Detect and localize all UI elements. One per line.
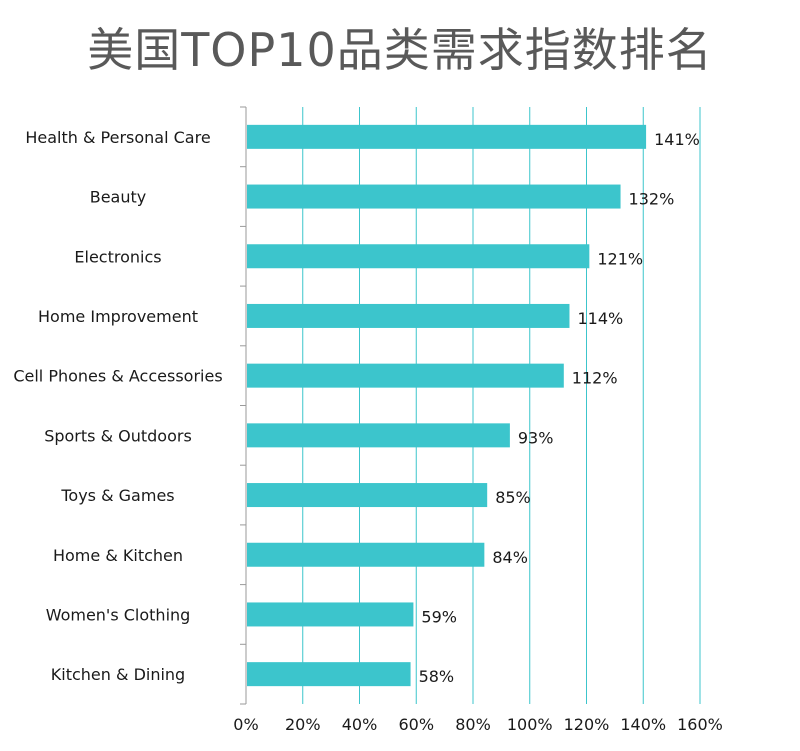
value-label: 141% (654, 130, 700, 149)
x-tick-label: 0% (233, 715, 258, 734)
category-label: Home & Kitchen (53, 546, 183, 565)
category-label: Sports & Outdoors (44, 426, 192, 445)
category-label: Electronics (74, 247, 161, 266)
bar (247, 542, 485, 567)
bar (247, 423, 510, 448)
x-tick-label: 100% (507, 715, 553, 734)
labels: 0% 20% 40% 60% 80% 100% 120% 140% 160% Health & P… (13, 128, 723, 734)
value-label: 58% (419, 667, 455, 686)
x-tick-label: 60% (398, 715, 434, 734)
category-label: Cell Phones & Accessories (13, 367, 222, 386)
value-label: 121% (597, 249, 643, 268)
x-tick-label: 80% (455, 715, 491, 734)
category-label: Women's Clothing (46, 605, 191, 624)
value-label: 114% (577, 309, 623, 328)
value-label: 59% (421, 607, 457, 626)
category-label: Kitchen & Dining (51, 665, 185, 684)
x-tick-label: 120% (564, 715, 610, 734)
value-label: 93% (518, 428, 554, 447)
bar (247, 363, 564, 388)
axes (240, 106, 247, 705)
x-tick-label: 140% (620, 715, 666, 734)
category-label: Health & Personal Care (25, 128, 210, 147)
bar (247, 124, 647, 149)
bar (247, 602, 414, 627)
category-label: Home Improvement (38, 307, 198, 326)
bar (247, 662, 411, 687)
x-tick-label: 40% (342, 715, 378, 734)
chart-title: 美国TOP10品类需求指数排名 (87, 23, 713, 77)
bar (247, 244, 590, 269)
bars (247, 124, 647, 687)
value-label: 84% (492, 548, 528, 567)
x-tick-label: 20% (285, 715, 321, 734)
bar (247, 184, 621, 209)
value-label: 85% (495, 488, 531, 507)
bar (247, 483, 488, 508)
category-label: Toys & Games (60, 486, 174, 505)
x-tick-label: 160% (677, 715, 723, 734)
category-label: Beauty (90, 188, 147, 207)
bar (247, 303, 570, 328)
value-label: 112% (572, 369, 618, 388)
value-label: 132% (629, 190, 675, 209)
